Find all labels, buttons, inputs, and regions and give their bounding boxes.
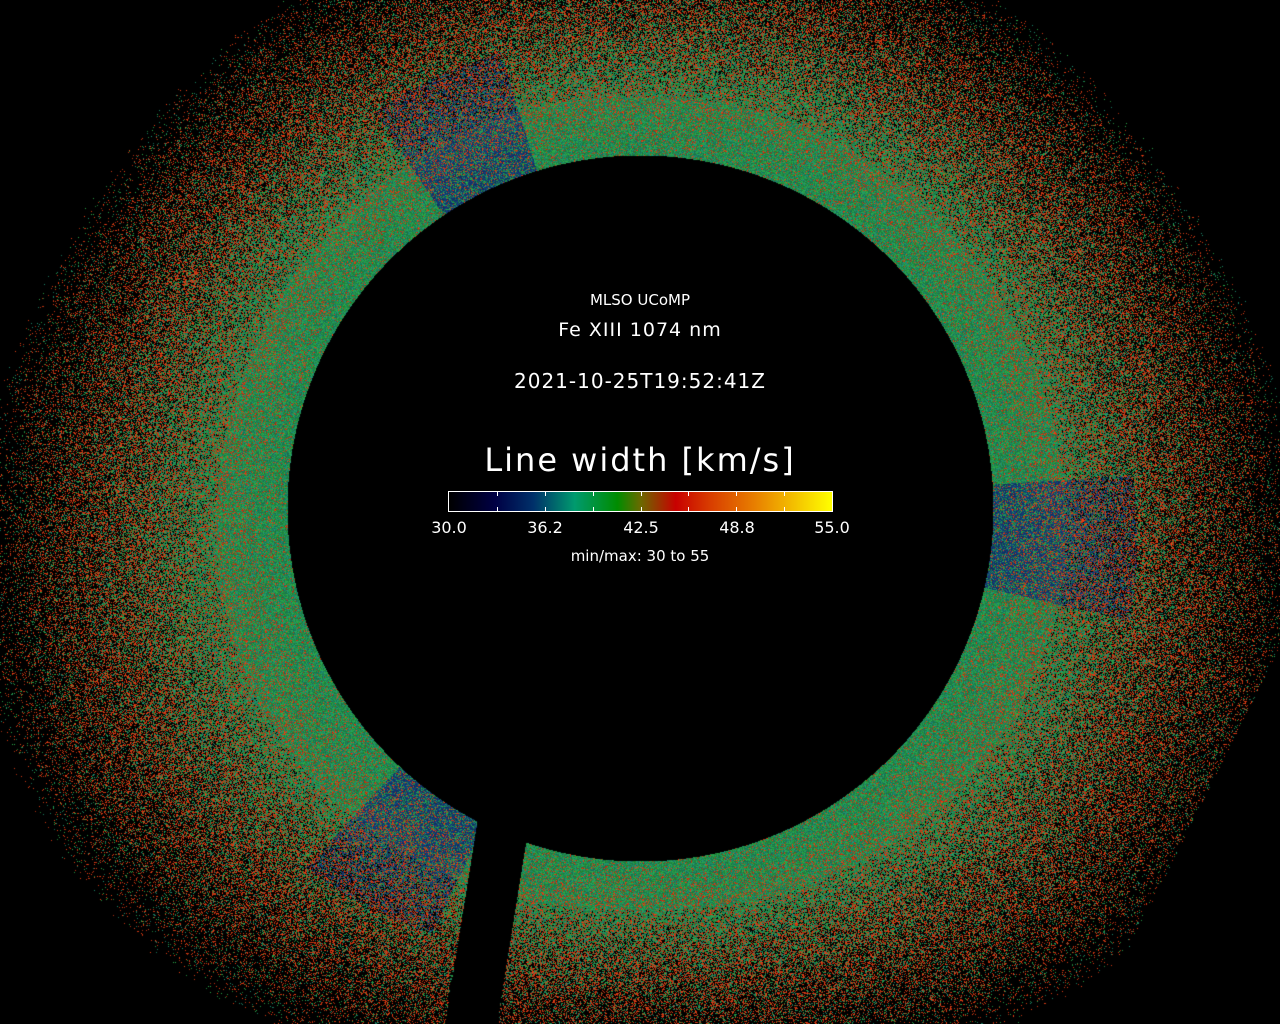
colorbar-tick [544,492,546,496]
colorbar-tick [736,507,738,511]
colorbar-tick [592,507,594,511]
observatory-label: MLSO UCoMP [589,291,690,309]
colorbar-tick [688,507,690,511]
colorbar-tick-label: 42.5 [623,518,659,537]
colorbar-tick [688,492,690,496]
colorbar-tick [784,507,786,511]
colorbar-tick-label: 48.8 [719,518,755,537]
colorbar-tick [736,492,738,496]
colorbar-tick [640,507,642,511]
colorbar-tick [496,492,498,496]
colorbar-tick-label: 55.0 [814,518,850,537]
colorbar-tick [496,507,498,511]
colorbar-tick-label: 36.2 [527,518,563,537]
timestamp-label: 2021-10-25T19:52:41Z [514,369,766,393]
colorbar-title: Line width [km/s] [484,441,796,479]
spectral-line-label: Fe XIII 1074 nm [558,319,722,341]
colorbar-tick [640,492,642,496]
minmax-label: min/max: 30 to 55 [570,547,710,565]
colorbar-tick [784,492,786,496]
colorbar-tick [592,492,594,496]
colorbar-tick-label: 30.0 [431,518,467,537]
colorbar-tick [544,507,546,511]
colorbar [448,491,833,512]
